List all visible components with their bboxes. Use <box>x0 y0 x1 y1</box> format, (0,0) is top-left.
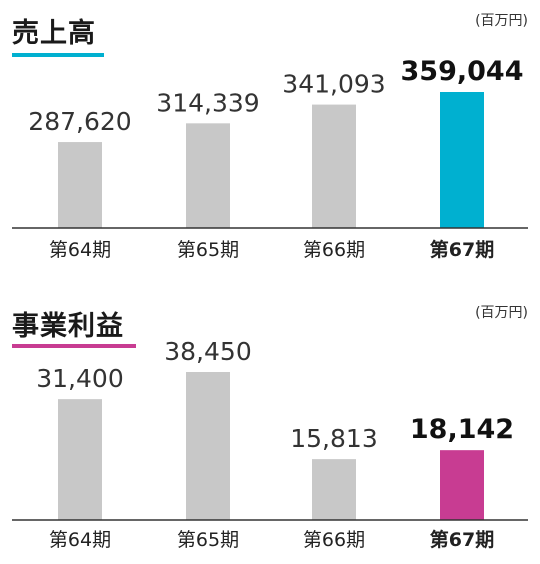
bar <box>312 104 356 228</box>
sales-bar-chart: 287,620 第64期 314,339 第65期 341,093 第66期 359,044… <box>12 56 528 261</box>
profit-unit-label: (百万円) <box>475 305 528 321</box>
sales-title: 売上高 <box>12 18 96 49</box>
bar-value-label: 38,450 <box>164 337 251 366</box>
profit-title-underline <box>12 344 136 348</box>
profit-bar-chart: 31,400 第64期 38,450 第65期 15,813 第66期 18,142 第67期 <box>12 337 528 551</box>
bar-value-label: 314,339 <box>156 88 259 117</box>
profit-title: 事業利益 <box>12 311 124 342</box>
bar <box>312 459 356 520</box>
bar-value-label: 287,620 <box>28 107 131 136</box>
bar <box>58 142 102 228</box>
sales-panel: 売上高 (百万円) 287,620 第64期 314,339 第65期 341,093 第… <box>0 0 540 270</box>
profit-panel: 事業利益 (百万円) 31,400 第64期 38,450 第65期 15,813 第66… <box>0 290 540 564</box>
bar-value-label: 359,044 <box>401 56 524 87</box>
category-label: 第67期 <box>430 238 494 261</box>
bar-value-label: 341,093 <box>282 70 385 99</box>
category-label: 第64期 <box>49 239 111 261</box>
bar-value-label: 15,813 <box>290 424 377 453</box>
category-label: 第66期 <box>303 239 365 261</box>
bar-value-label: 18,142 <box>410 414 514 445</box>
bar <box>58 399 102 520</box>
sales-title-underline <box>12 53 104 57</box>
bar-value-label: 31,400 <box>36 364 123 393</box>
sales-unit-label: (百万円) <box>475 13 528 29</box>
bar <box>440 92 484 228</box>
category-label: 第65期 <box>177 529 239 551</box>
bar <box>186 372 230 520</box>
bar <box>440 450 484 520</box>
category-label: 第67期 <box>430 528 494 551</box>
category-label: 第66期 <box>303 529 365 551</box>
category-label: 第65期 <box>177 239 239 261</box>
category-label: 第64期 <box>49 529 111 551</box>
bar <box>186 123 230 228</box>
